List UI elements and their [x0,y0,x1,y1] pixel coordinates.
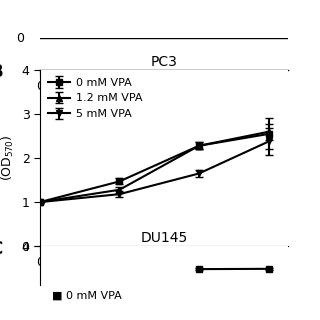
Legend: 0 mM VPA, 1.2 mM VPA, 5 mM VPA: 0 mM VPA, 1.2 mM VPA, 5 mM VPA [45,76,144,121]
Text: B: B [0,63,3,81]
Text: C: C [0,240,3,258]
X-axis label: Time [Hours]: Time [Hours] [124,272,204,285]
Text: 0: 0 [16,32,24,45]
Y-axis label: Fold Cell Growth
(OD$_{570}$): Fold Cell Growth (OD$_{570}$) [0,107,16,209]
Text: ■ 0 mM VPA: ■ 0 mM VPA [52,291,122,300]
X-axis label: Time [Hours]: Time [Hours] [124,96,204,109]
Title: DU145: DU145 [140,231,188,245]
Title: PC3: PC3 [151,55,177,69]
